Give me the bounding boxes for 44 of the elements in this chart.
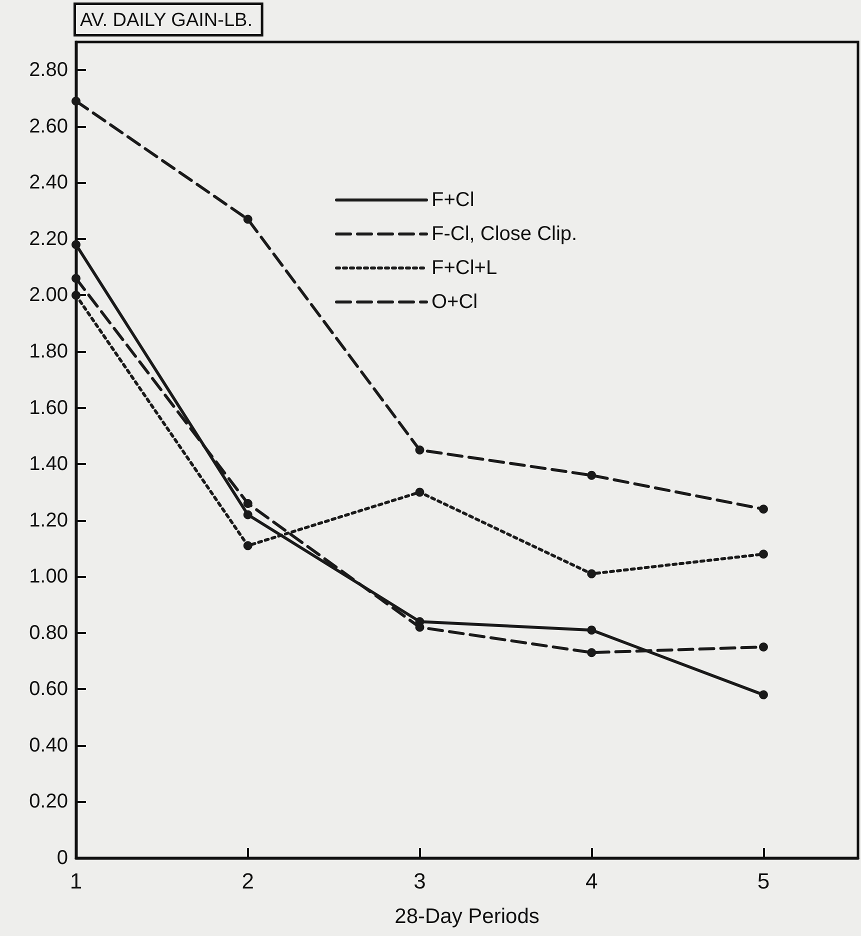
point: [243, 541, 252, 550]
y-tick-label: 0.60: [29, 678, 68, 700]
y-tick-label: 0.40: [29, 734, 68, 756]
point: [587, 569, 596, 578]
point: [72, 240, 80, 250]
point: [243, 510, 252, 520]
point: [72, 274, 80, 283]
x-axis-title: 28-Day Periods: [394, 905, 540, 928]
x-tick-label: 3: [414, 868, 426, 894]
y-tick-label: 0.80: [29, 622, 68, 644]
point: [587, 470, 596, 480]
legend-label: F+Cl: [432, 189, 474, 211]
y-tick-label: 1.40: [29, 453, 68, 476]
y-tick-label: 1.00: [29, 566, 68, 588]
y-tick-label: 2.00: [29, 284, 68, 306]
y-tick-label: 1.80: [29, 340, 68, 363]
point: [758, 690, 768, 700]
point: [243, 214, 252, 224]
y-tick-label: 1.60: [29, 396, 68, 419]
point: [415, 488, 424, 497]
x-tick-label: 4: [585, 868, 598, 894]
point: [243, 498, 252, 508]
y-axis-title: AV. DAILY GAIN-LB.: [80, 10, 252, 31]
legend-label: F+Cl+L: [432, 257, 498, 279]
point: [758, 504, 768, 514]
y-tick-label: 2.80: [29, 59, 68, 82]
point: [758, 642, 768, 652]
legend-label: O+Cl: [432, 291, 478, 313]
legend-label: F-Cl, Close Clip.: [432, 223, 578, 245]
y-tick-label: 1.20: [29, 509, 68, 532]
point: [415, 446, 424, 454]
x-tick-label: 5: [757, 868, 770, 894]
point: [72, 96, 80, 106]
point: [758, 550, 768, 559]
y-tick-label: 0: [56, 847, 68, 869]
point: [587, 626, 596, 635]
y-tick-label: 2.60: [29, 115, 68, 138]
point: [587, 648, 596, 658]
point: [72, 290, 80, 300]
x-tick-label: 1: [70, 868, 82, 894]
y-tick-label: 2.20: [29, 228, 68, 250]
x-tick-label: 2: [242, 868, 254, 894]
y-tick-label: 2.40: [29, 172, 68, 194]
y-tick-label: 0.20: [29, 790, 68, 813]
